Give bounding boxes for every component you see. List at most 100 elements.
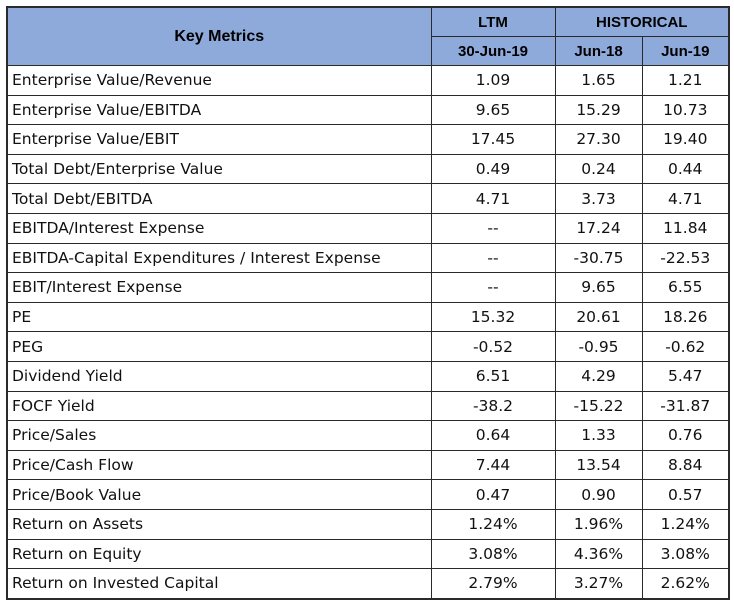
jun-19-value-cell: 18.26 [641, 301, 730, 333]
metric-name-cell: Enterprise Value/EBIT [6, 124, 432, 155]
ltm-value-cell: -- [430, 272, 556, 303]
table-row: EBITDA/Interest Expense -- 17.24 11.84 [6, 212, 730, 244]
jun-19-value-cell: 3.08% [641, 538, 730, 570]
ltm-value-cell: -0.52 [430, 331, 556, 362]
ltm-value-cell: 15.32 [430, 301, 556, 333]
jun-18-value-cell: 0.24 [554, 153, 643, 185]
jun-19-value-cell: -0.62 [641, 331, 730, 362]
jun-19-value-cell: 19.40 [641, 124, 730, 155]
ltm-value-cell: 2.79% [430, 568, 556, 600]
table-row: Return on Assets 1.24% 1.96% 1.24% [6, 508, 730, 540]
jun-19-value-cell: 0.44 [641, 153, 730, 185]
ltm-value-cell: 0.47 [430, 479, 556, 510]
metric-name-cell: Price/Cash Flow [6, 449, 432, 481]
metric-name-cell: Return on Assets [6, 508, 432, 540]
jun-18-value-cell: 3.73 [554, 183, 643, 214]
table-row: Return on Equity 3.08% 4.36% 3.08% [6, 538, 730, 570]
header-row-dates: 30-Jun-19 Jun-18 Jun-19 [7, 36, 730, 66]
hist-date-header-1: Jun-18 [554, 36, 643, 66]
jun-18-value-cell: 27.30 [554, 124, 643, 155]
ltm-header: LTM [430, 6, 556, 37]
jun-18-value-cell: 4.29 [554, 360, 643, 392]
table-row: Total Debt/Enterprise Value 0.49 0.24 0.44 [6, 153, 730, 185]
table-row: PE 15.32 20.61 18.26 [6, 301, 730, 333]
jun-19-value-cell: -22.53 [641, 242, 730, 274]
jun-18-value-cell: 1.33 [554, 420, 643, 451]
metric-name-cell: Total Debt/EBITDA [6, 183, 432, 214]
ltm-value-cell: -- [430, 242, 556, 274]
metric-name-cell: Return on Invested Capital [6, 568, 432, 600]
jun-18-value-cell: -30.75 [554, 242, 643, 274]
jun-19-value-cell: -31.87 [641, 390, 730, 422]
metric-name-cell: EBITDA/Interest Expense [6, 212, 432, 244]
metric-name-cell: EBITDA-Capital Expenditures / Interest E… [6, 242, 432, 274]
metric-name-cell: Enterprise Value/EBITDA [6, 94, 432, 126]
historical-header: HISTORICAL [554, 6, 730, 37]
metric-name-cell: EBIT/Interest Expense [6, 272, 432, 303]
table-row: Dividend Yield 6.51 4.29 5.47 [6, 360, 730, 392]
ltm-date-header: 30-Jun-19 [430, 36, 556, 66]
metric-name-cell: Dividend Yield [6, 360, 432, 392]
ltm-value-cell: 9.65 [430, 94, 556, 126]
jun-19-value-cell: 1.21 [641, 65, 730, 96]
table-row: EBITDA-Capital Expenditures / Interest E… [6, 242, 730, 274]
table-row: FOCF Yield -38.2 -15.22 -31.87 [6, 390, 730, 422]
jun-19-value-cell: 2.62% [641, 568, 730, 600]
jun-18-value-cell: 4.36% [554, 538, 643, 570]
jun-19-value-cell: 6.55 [641, 272, 730, 303]
metric-name-cell: Return on Equity [6, 538, 432, 570]
jun-18-value-cell: 13.54 [554, 449, 643, 481]
metric-name-cell: Total Debt/Enterprise Value [6, 153, 432, 185]
ltm-value-cell: 17.45 [430, 124, 556, 155]
table-row: Price/Book Value 0.47 0.90 0.57 [6, 479, 730, 510]
key-metrics-header: Key Metrics [6, 6, 432, 66]
metric-name-cell: PE [6, 301, 432, 333]
table-row: Price/Cash Flow 7.44 13.54 8.84 [6, 449, 730, 481]
jun-19-value-cell: 0.57 [641, 479, 730, 510]
table-row: Enterprise Value/Revenue 1.09 1.65 1.21 [6, 65, 730, 96]
jun-19-value-cell: 11.84 [641, 212, 730, 244]
ltm-value-cell: -- [430, 212, 556, 244]
jun-18-value-cell: 1.96% [554, 508, 643, 540]
ltm-value-cell: -38.2 [430, 390, 556, 422]
ltm-value-cell: 1.24% [430, 508, 556, 540]
jun-18-value-cell: 9.65 [554, 272, 643, 303]
jun-18-value-cell: 17.24 [554, 212, 643, 244]
hist-date-header-2: Jun-19 [641, 36, 730, 66]
jun-18-value-cell: 15.29 [554, 94, 643, 126]
jun-19-value-cell: 1.24% [641, 508, 730, 540]
jun-18-value-cell: 0.90 [554, 479, 643, 510]
table-row: Enterprise Value/EBIT 17.45 27.30 19.40 [6, 124, 730, 155]
table-row: Price/Sales 0.64 1.33 0.76 [6, 420, 730, 451]
ltm-value-cell: 0.64 [430, 420, 556, 451]
key-metrics-table: Key Metrics LTM HISTORICAL 30-Jun-19 Jun… [6, 6, 730, 600]
ltm-value-cell: 6.51 [430, 360, 556, 392]
header-row-top: Key Metrics LTM HISTORICAL [6, 6, 730, 66]
jun-19-value-cell: 10.73 [641, 94, 730, 126]
jun-19-value-cell: 5.47 [641, 360, 730, 392]
metric-name-cell: PEG [6, 331, 432, 362]
table-row: Enterprise Value/EBITDA 9.65 15.29 10.73 [6, 94, 730, 126]
table-row: Total Debt/EBITDA 4.71 3.73 4.71 [6, 183, 730, 214]
metric-name-cell: Price/Book Value [6, 479, 432, 510]
jun-19-value-cell: 0.76 [641, 420, 730, 451]
jun-18-value-cell: 20.61 [554, 301, 643, 333]
ltm-value-cell: 4.71 [430, 183, 556, 214]
table-row: PEG -0.52 -0.95 -0.62 [6, 331, 730, 362]
ltm-value-cell: 7.44 [430, 449, 556, 481]
table-header: Key Metrics LTM HISTORICAL 30-Jun-19 Jun… [6, 6, 730, 66]
jun-18-value-cell: 3.27% [554, 568, 643, 600]
table-body: Enterprise Value/Revenue 1.09 1.65 1.21 Ente… [6, 65, 730, 600]
jun-19-value-cell: 8.84 [641, 449, 730, 481]
jun-18-value-cell: 1.65 [554, 65, 643, 96]
jun-18-value-cell: -0.95 [554, 331, 643, 362]
jun-18-value-cell: -15.22 [554, 390, 643, 422]
metric-name-cell: FOCF Yield [6, 390, 432, 422]
metric-name-cell: Enterprise Value/Revenue [6, 65, 432, 96]
table-row: Return on Invested Capital 2.79% 3.27% 2.62… [6, 568, 730, 600]
table-row: EBIT/Interest Expense -- 9.65 6.55 [6, 272, 730, 303]
jun-19-value-cell: 4.71 [641, 183, 730, 214]
ltm-value-cell: 1.09 [430, 65, 556, 96]
ltm-value-cell: 0.49 [430, 153, 556, 185]
ltm-value-cell: 3.08% [430, 538, 556, 570]
